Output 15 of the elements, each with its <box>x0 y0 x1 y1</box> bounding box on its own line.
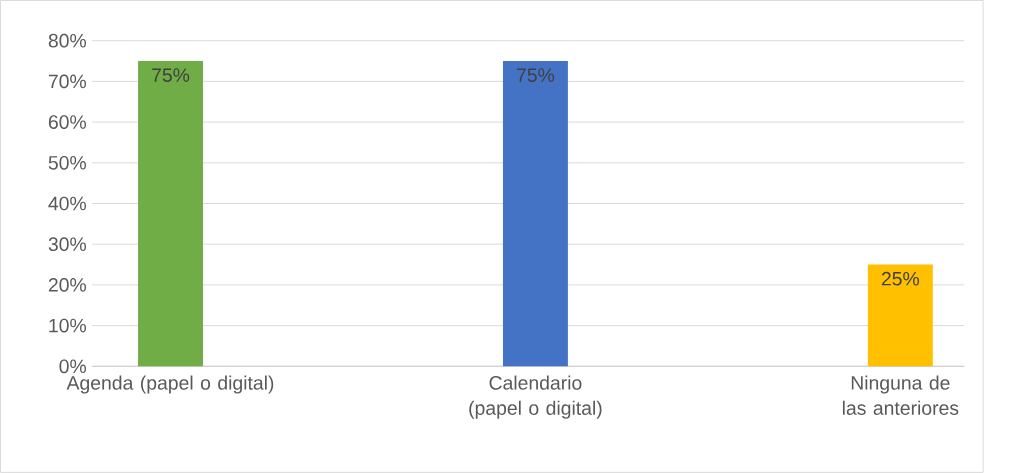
y-tick-label: 0% <box>59 359 87 374</box>
y-tick-label: 40% <box>48 196 87 211</box>
y-tick-label: 20% <box>48 278 87 292</box>
y-tick-label: 80% <box>48 33 87 48</box>
y-tick-label: 60% <box>48 115 87 130</box>
x-tick-label: Ninguna de las anteriores <box>842 375 959 415</box>
data-label: 75% <box>517 68 555 83</box>
data-label: 75% <box>152 68 190 83</box>
data-label: 25% <box>881 271 920 286</box>
x-tick-label: Calendario (papel o digital) <box>469 375 602 419</box>
y-tick-label: 30% <box>48 237 87 252</box>
y-tick-label: 70% <box>48 74 87 89</box>
y-tick-label: 50% <box>48 155 87 170</box>
y-tick-label: 10% <box>49 318 87 333</box>
x-tick-label: Agenda (papel o digital) <box>66 375 274 394</box>
